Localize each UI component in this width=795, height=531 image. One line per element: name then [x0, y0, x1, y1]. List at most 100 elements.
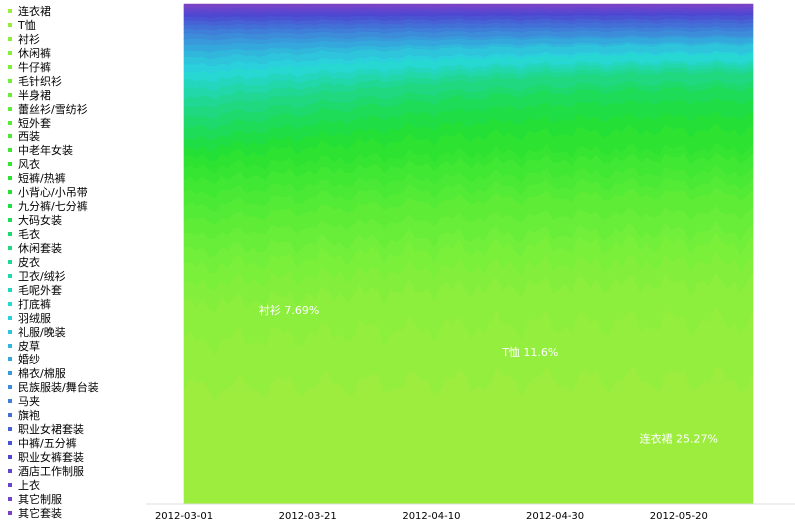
legend-item[interactable]: 衬衫 [6, 33, 146, 47]
legend-item[interactable]: 上衣 [6, 479, 146, 493]
legend-item[interactable]: 休闲套装 [6, 242, 146, 256]
legend-item[interactable]: 职业女裤套装 [6, 451, 146, 465]
legend-item[interactable]: 九分裤/七分裤 [6, 200, 146, 214]
legend-swatch [8, 259, 12, 264]
legend-item[interactable]: 西装 [6, 130, 146, 144]
legend-swatch [8, 204, 12, 209]
legend-swatch [8, 357, 12, 362]
legend-label: 其它制服 [18, 492, 62, 506]
legend-item[interactable]: 打底裤 [6, 298, 146, 312]
legend-label: 半身裙 [18, 88, 51, 102]
legend-item[interactable]: 蕾丝衫/雪纺衫 [6, 103, 146, 117]
legend-swatch [8, 190, 12, 195]
legend-item[interactable]: T恤 [6, 19, 146, 33]
legend-item[interactable]: 中老年女装 [6, 144, 146, 158]
legend-swatch [8, 329, 12, 334]
annotation-labels: 衬衫 7.69% T恤 11.6% 连衣裙 25.27% [259, 304, 718, 445]
legend-item[interactable]: 中裤/五分裤 [6, 437, 146, 451]
legend-label: 皮衣 [18, 255, 40, 269]
legend-swatch [8, 64, 12, 69]
legend-label: T恤 [18, 18, 36, 32]
x-tick-label: 2012-04-10 [402, 511, 460, 522]
legend-item[interactable]: 毛呢外套 [6, 284, 146, 298]
legend-swatch [8, 287, 12, 292]
legend-item[interactable]: 风衣 [6, 158, 146, 172]
area-series[interactable] [183, 3, 754, 7]
legend-item[interactable]: 短裤/热裤 [6, 172, 146, 186]
legend-item[interactable]: 毛针织衫 [6, 75, 146, 89]
legend-label: 衬衫 [18, 32, 40, 46]
legend-label: 风衣 [18, 158, 40, 172]
legend-swatch [8, 441, 12, 446]
annotation-label: 连衣裙 25.27% [640, 431, 718, 445]
legend-swatch [8, 315, 12, 320]
legend-item[interactable]: 皮衣 [6, 256, 146, 270]
legend-item[interactable]: 毛衣 [6, 228, 146, 242]
legend-label: 短裤/热裤 [18, 172, 66, 186]
legend-swatch [8, 399, 12, 404]
legend-item[interactable]: 礼服/晚装 [6, 326, 146, 340]
legend-swatch [8, 245, 12, 250]
legend-swatch [8, 273, 12, 278]
legend-label: 中裤/五分裤 [18, 437, 77, 451]
legend-item[interactable]: 民族服装/舞台装 [6, 381, 146, 395]
legend-label: 九分裤/七分裤 [18, 200, 88, 214]
legend-label: 打底裤 [18, 297, 51, 311]
legend-label: 短外套 [18, 116, 51, 130]
legend-swatch [8, 218, 12, 223]
legend-swatch [8, 176, 12, 181]
legend-swatch [8, 92, 12, 97]
legend-label: 卫衣/绒衫 [18, 269, 66, 283]
legend-swatch [8, 22, 12, 27]
annotation-label: 衬衫 7.69% [259, 304, 319, 317]
legend-swatch [8, 343, 12, 348]
legend-item[interactable]: 小背心/小吊带 [6, 186, 146, 200]
legend-item[interactable]: 短外套 [6, 117, 146, 131]
x-tick-label: 2012-05-20 [650, 511, 708, 522]
legend-item[interactable]: 皮草 [6, 340, 146, 354]
x-tick-label: 2012-03-21 [279, 511, 337, 522]
legend-swatch [8, 468, 12, 473]
legend-item[interactable]: 羽绒服 [6, 312, 146, 326]
legend-swatch [8, 120, 12, 125]
legend-label: 职业女裤套装 [18, 451, 84, 464]
legend-item[interactable]: 旗袍 [6, 409, 146, 423]
legend-label: 马夹 [18, 395, 40, 409]
legend-swatch [8, 78, 12, 83]
legend-swatch [8, 36, 12, 41]
x-tick-label: 2012-03-01 [155, 511, 213, 522]
legend-item[interactable]: 马夹 [6, 395, 146, 409]
legend-label: 小背心/小吊带 [18, 186, 88, 200]
legend-item[interactable]: 连衣裙 [6, 5, 146, 19]
legend-item[interactable]: 职业女裙套装 [6, 423, 146, 437]
legend-label: 其它套装 [18, 506, 62, 520]
legend-swatch [8, 413, 12, 418]
chart-legend: 连衣裙 T恤 衬衫 休闲裤 牛仔裤 毛针织衫 半身裙 蕾丝衫/雪纺衫 短外套 西装 中老年女装 风衣短… [6, 5, 146, 521]
legend-item[interactable]: 棉衣/棉服 [6, 367, 146, 381]
legend-swatch [8, 9, 12, 13]
legend-item[interactable]: 其它制服 [6, 493, 146, 507]
legend-swatch [8, 162, 12, 167]
legend-item[interactable]: 婚纱 [6, 353, 146, 367]
legend-item[interactable]: 半身裙 [6, 89, 146, 103]
legend-swatch [8, 455, 12, 459]
legend-label: 休闲裤 [18, 46, 51, 60]
legend-label: 婚纱 [18, 353, 40, 367]
legend-item[interactable]: 休闲裤 [6, 47, 146, 61]
legend-label: 民族服装/舞台装 [18, 381, 99, 395]
legend-label: 毛衣 [18, 228, 40, 241]
legend-swatch [8, 134, 12, 139]
legend-swatch [8, 482, 12, 487]
legend-swatch [8, 510, 12, 515]
legend-item[interactable]: 大码女装 [6, 214, 146, 228]
legend-swatch [8, 106, 12, 111]
annotation-label: T恤 11.6% [501, 346, 558, 359]
legend-item[interactable]: 酒店工作制服 [6, 465, 146, 479]
legend-swatch [8, 385, 12, 390]
legend-label: 皮草 [18, 339, 40, 353]
legend-item[interactable]: 其它套装 [6, 507, 146, 521]
legend-item[interactable]: 牛仔裤 [6, 61, 146, 75]
legend-label: 酒店工作制服 [18, 464, 84, 478]
legend-item[interactable]: 卫衣/绒衫 [6, 270, 146, 284]
